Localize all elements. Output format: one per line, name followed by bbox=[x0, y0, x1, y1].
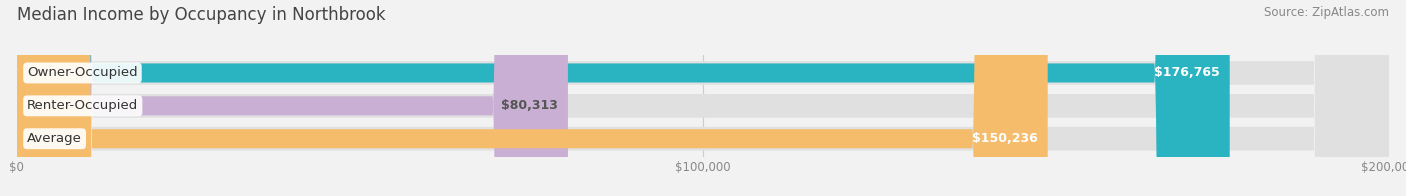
FancyBboxPatch shape bbox=[17, 0, 568, 196]
FancyBboxPatch shape bbox=[17, 0, 1047, 196]
Text: $150,236: $150,236 bbox=[972, 132, 1038, 145]
FancyBboxPatch shape bbox=[17, 0, 1389, 196]
Text: $80,313: $80,313 bbox=[501, 99, 558, 112]
Text: Source: ZipAtlas.com: Source: ZipAtlas.com bbox=[1264, 6, 1389, 19]
Text: Average: Average bbox=[27, 132, 82, 145]
Text: Median Income by Occupancy in Northbrook: Median Income by Occupancy in Northbrook bbox=[17, 6, 385, 24]
Text: $176,765: $176,765 bbox=[1154, 66, 1219, 79]
Text: Renter-Occupied: Renter-Occupied bbox=[27, 99, 138, 112]
FancyBboxPatch shape bbox=[17, 0, 1230, 196]
FancyBboxPatch shape bbox=[17, 0, 1389, 196]
FancyBboxPatch shape bbox=[17, 0, 1389, 196]
Text: Owner-Occupied: Owner-Occupied bbox=[27, 66, 138, 79]
